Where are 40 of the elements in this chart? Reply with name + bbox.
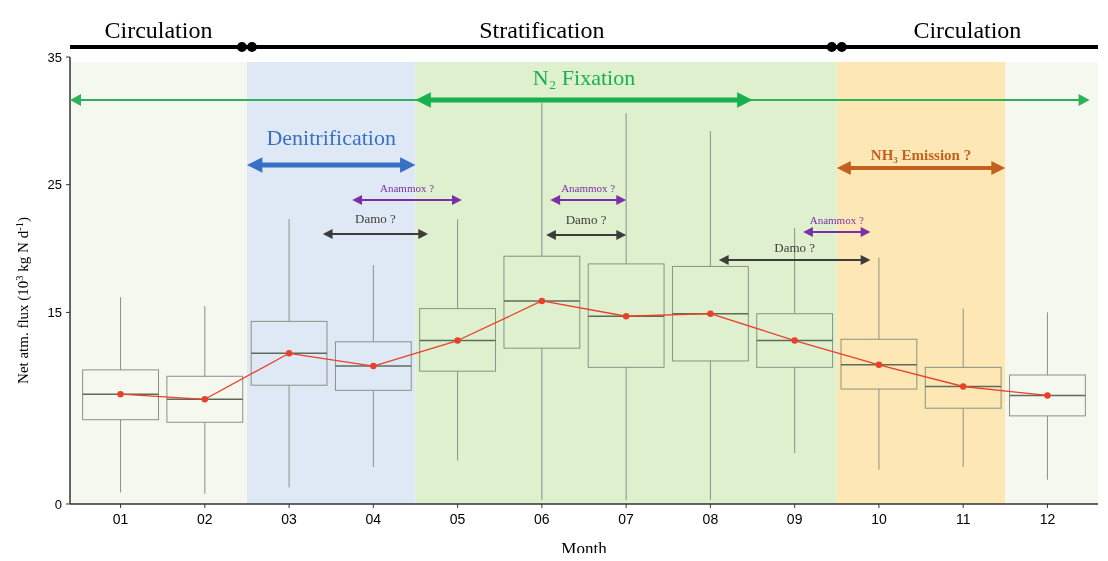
- point: [875, 361, 883, 368]
- annotation: Damo ?: [355, 211, 397, 226]
- y-tick-label: 35: [47, 49, 62, 65]
- annotation: Denitrification: [266, 125, 396, 150]
- y-tick-label: 25: [47, 177, 62, 193]
- x-tick-label: 08: [702, 511, 719, 527]
- point: [791, 337, 798, 344]
- point: [707, 310, 714, 317]
- point: [117, 390, 124, 398]
- point: [622, 313, 630, 320]
- point: [201, 396, 209, 403]
- y-tick-label: 0: [54, 496, 62, 512]
- x-tick-label: 06: [534, 511, 550, 527]
- point: [538, 297, 546, 305]
- x-tick-label: 07: [618, 511, 635, 527]
- text: Stratification: [479, 17, 605, 43]
- annotation: Damo ?: [774, 240, 816, 255]
- annotation: Damo ?: [565, 212, 607, 227]
- point: [370, 362, 377, 370]
- text: Circulation: [913, 17, 1022, 43]
- x-tick-label: 11: [955, 511, 971, 527]
- point: [959, 383, 967, 390]
- x-tick-label: 09: [786, 511, 803, 527]
- annotation: N₂ Fixation: [532, 65, 636, 90]
- annotation: Anammox ?: [561, 182, 616, 194]
- x-tick-label: 05: [449, 511, 466, 527]
- x-tick-label: 03: [281, 511, 298, 527]
- x-tick-label: 01: [112, 511, 129, 527]
- text: Circulation: [104, 17, 213, 43]
- x-tick-label: 10: [871, 511, 887, 527]
- x-tick-label: 02: [197, 511, 213, 527]
- x-tick-label: 04: [365, 511, 382, 527]
- point: [454, 337, 461, 344]
- annotation: Anammox ?: [809, 214, 864, 226]
- point: [285, 350, 293, 357]
- annotation: Anammox ?: [380, 182, 435, 194]
- y-tick-label: 15: [47, 304, 62, 320]
- point: [1044, 392, 1051, 399]
- annotation: NH₃ Emission ?: [870, 147, 972, 163]
- x-tick-label: 12: [1039, 511, 1056, 527]
